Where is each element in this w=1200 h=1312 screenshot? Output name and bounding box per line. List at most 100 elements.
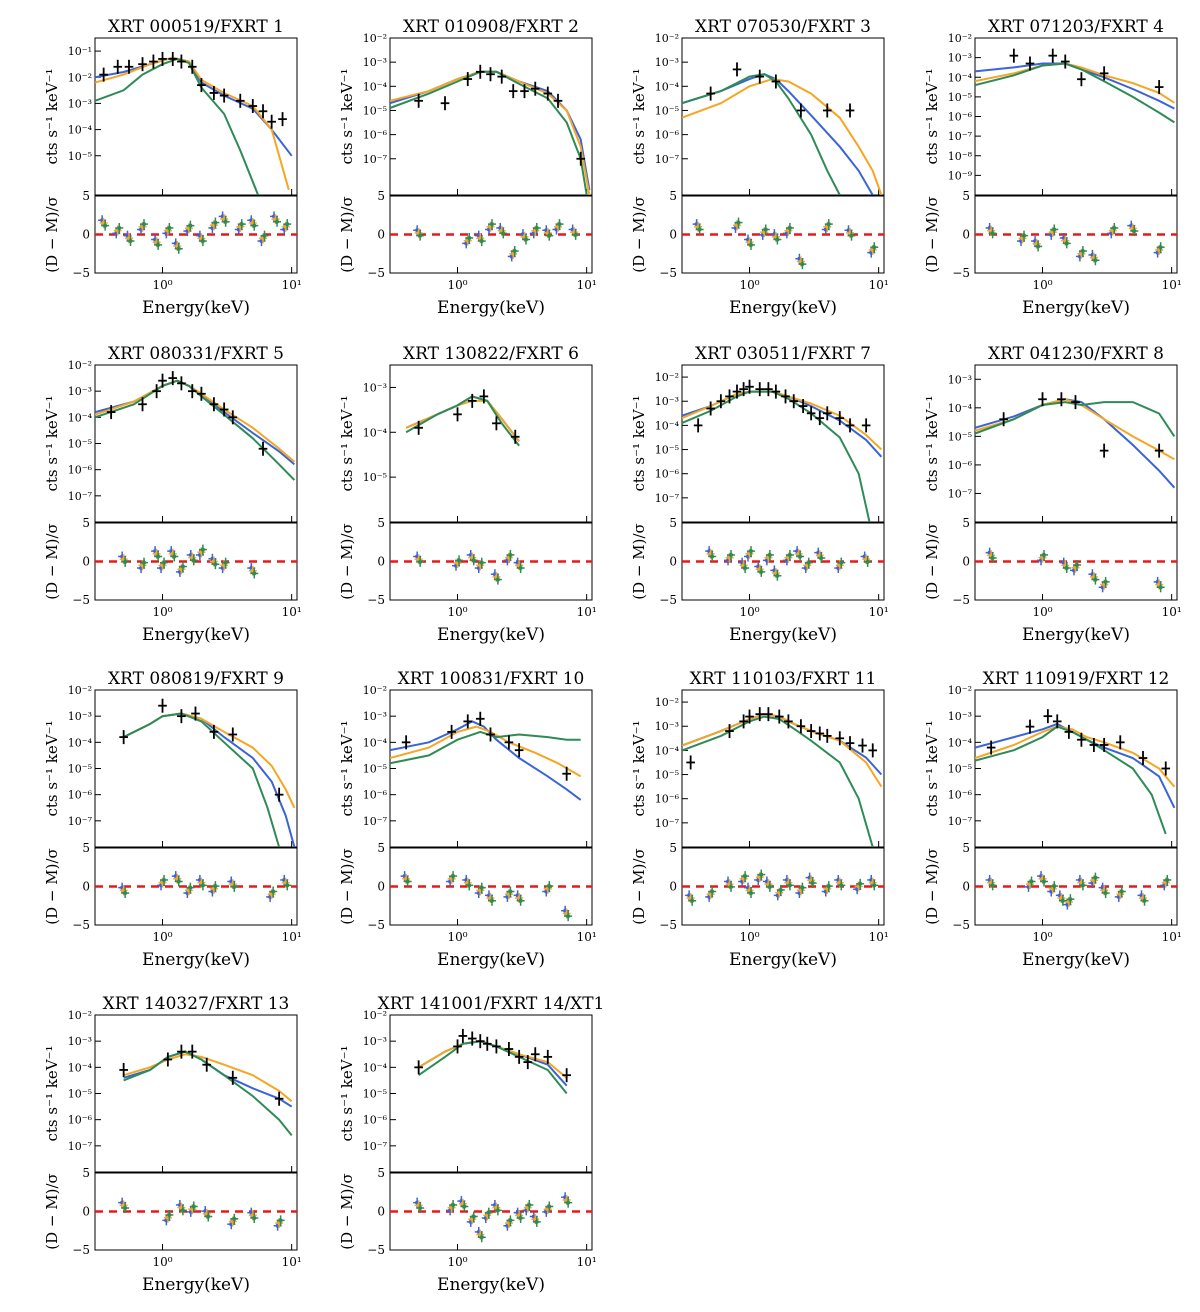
panel-title: XRT 080331/FXRT 5 xyxy=(108,344,284,364)
model-curves xyxy=(682,707,883,847)
residual-point xyxy=(156,554,161,559)
residual-point xyxy=(759,569,764,574)
y-tick-label: 10⁻³ xyxy=(68,710,92,723)
y-tick-label: 10⁻⁷ xyxy=(68,490,93,503)
residual-point xyxy=(1042,879,1047,884)
residual-point xyxy=(518,898,523,903)
residual-point xyxy=(479,560,484,565)
residual-point xyxy=(405,879,410,884)
y-tick-label: 10⁻⁶ xyxy=(948,111,973,124)
residual-point xyxy=(462,1204,467,1209)
residual-point xyxy=(534,225,539,230)
y-tick-label: 10⁻⁷ xyxy=(68,815,93,828)
y-tick-label: 10⁻³ xyxy=(363,56,387,69)
y-tick-label: 10⁻³ xyxy=(68,1035,92,1048)
residual-point xyxy=(142,560,147,565)
residual-point xyxy=(1068,897,1073,902)
spectrum-panel-10: XRT 100831/FXRT 10 10⁻² 10⁻³ 10⁻⁴ 10⁻⁵ 10⁻⁶ 10… xyxy=(338,669,597,970)
model-curves xyxy=(975,709,1176,835)
model-line-blue xyxy=(682,713,883,776)
x-tick-label: 10⁰ xyxy=(447,278,467,292)
x-axis-label: Energy(keV) xyxy=(142,298,250,318)
residual-point xyxy=(690,898,695,903)
residual-point xyxy=(508,889,513,894)
y-tick-label: 10⁻³ xyxy=(363,710,387,723)
residual-point xyxy=(800,262,805,267)
x-axis-label: Energy(keV) xyxy=(142,950,250,970)
spectrum-axes-frame xyxy=(389,364,593,523)
y-axis-label: cts s⁻¹ keV⁻¹ xyxy=(923,720,941,816)
y-tick-label: 10⁻¹ xyxy=(68,45,92,58)
residual-point xyxy=(180,564,185,569)
residual-tick-label: 5 xyxy=(377,841,385,855)
y-axis-label: cts s⁻¹ keV⁻¹ xyxy=(923,68,941,164)
residual-point xyxy=(117,225,122,230)
residual-point xyxy=(759,872,764,877)
residual-tick-label: −5 xyxy=(659,918,677,932)
y-tick-label: 10⁻⁵ xyxy=(655,444,679,457)
y-tick-label: 10⁻² xyxy=(655,371,679,384)
y-tick-label: 10⁻⁷ xyxy=(655,817,680,830)
residual-tick-label: 5 xyxy=(377,189,385,203)
residual-tick-label: −5 xyxy=(952,593,970,607)
residual-point xyxy=(213,562,218,567)
model-line-green xyxy=(123,712,281,847)
y-tick-label: 10⁻⁷ xyxy=(68,1140,93,1153)
residual-point xyxy=(743,566,748,571)
y-tick-label: 10⁻² xyxy=(948,32,972,45)
y-tick-label: 10⁻² xyxy=(948,684,972,697)
residual-point xyxy=(275,219,280,224)
residual-point xyxy=(176,246,181,251)
model-line-green xyxy=(390,70,588,195)
x-tick-label: 10⁰ xyxy=(152,278,172,292)
residual-point xyxy=(710,554,715,559)
x-tick-label: 10⁰ xyxy=(739,930,759,944)
residual-point xyxy=(787,552,792,557)
residual-points xyxy=(95,1197,297,1231)
residual-point xyxy=(729,884,734,889)
residual-point xyxy=(232,884,237,889)
residual-axis-label: (D − M)/σ xyxy=(630,196,648,273)
residual-tick-label: 5 xyxy=(669,516,677,530)
residual-point xyxy=(508,552,513,557)
residual-point xyxy=(990,883,995,888)
residual-axis-label: (D − M)/σ xyxy=(338,196,356,273)
spectrum-axes-frame xyxy=(974,37,1178,196)
y-tick-label: 10⁻⁷ xyxy=(948,815,973,828)
residual-point xyxy=(451,874,456,879)
x-axis-label: Energy(keV) xyxy=(142,1275,250,1295)
residual-point xyxy=(749,891,754,896)
y-tick-label: 10⁻⁹ xyxy=(948,169,973,182)
y-axis-label: cts s⁻¹ keV⁻¹ xyxy=(43,720,61,816)
residual-point xyxy=(252,223,257,228)
residual-point xyxy=(479,885,484,890)
y-axis-label: cts s⁻¹ keV⁻¹ xyxy=(338,1045,356,1141)
panel-title: XRT 030511/FXRT 7 xyxy=(695,344,871,364)
residual-axis-label: (D − M)/σ xyxy=(338,848,356,925)
x-axis-label: Energy(keV) xyxy=(729,950,837,970)
residual-point xyxy=(1103,579,1108,584)
residual-point xyxy=(1052,227,1057,232)
residual-point xyxy=(188,223,193,228)
model-line-green xyxy=(975,725,1167,835)
residual-axis-label: (D − M)/σ xyxy=(43,848,61,925)
residual-point xyxy=(180,1208,185,1213)
spectrum-axes-frame xyxy=(681,37,885,196)
x-tick-label: 10⁰ xyxy=(739,605,759,619)
residual-tick-label: −5 xyxy=(952,266,970,280)
residual-tick-label: 5 xyxy=(377,1166,385,1180)
x-tick-label: 10¹ xyxy=(869,605,889,619)
model-curves xyxy=(975,48,1175,124)
residual-tick-label: 0 xyxy=(377,555,385,569)
x-tick-label: 10¹ xyxy=(869,278,889,292)
spectrum-panel-2: XRT 010908/FXRT 2 10⁻² 10⁻³ 10⁻⁴ 10⁻⁵ 10⁻⁶ 10⁻… xyxy=(338,17,597,318)
model-line-green xyxy=(390,730,581,765)
y-tick-label: 10⁻⁴ xyxy=(363,80,388,93)
residual-point xyxy=(123,1206,128,1211)
y-tick-label: 10⁻² xyxy=(68,71,92,84)
residual-point xyxy=(523,237,528,242)
residual-point xyxy=(736,220,741,225)
residual-point xyxy=(239,222,244,227)
residual-tick-label: 5 xyxy=(962,516,970,530)
residual-point xyxy=(697,227,702,232)
